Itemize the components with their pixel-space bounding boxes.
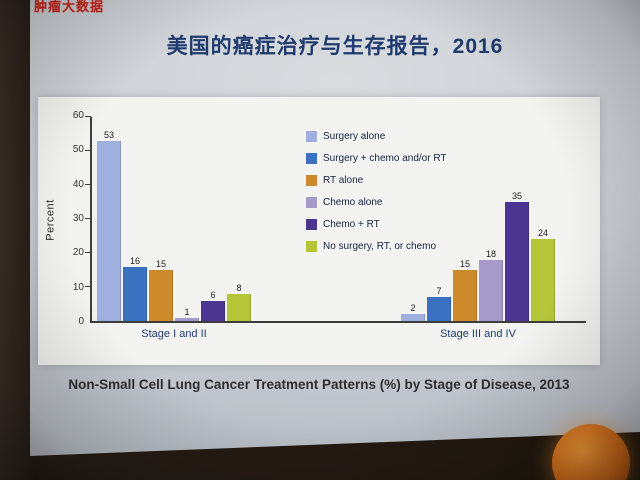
y-axis-tick-mark bbox=[85, 218, 91, 219]
bar: 1 bbox=[175, 117, 199, 321]
y-axis-tick-label: 60 bbox=[72, 110, 84, 121]
y-axis-tick-label: 30 bbox=[72, 213, 84, 224]
bar-rect bbox=[201, 301, 225, 321]
bar-value-label: 18 bbox=[485, 248, 496, 259]
bar-value-label: 2 bbox=[410, 303, 416, 314]
bar-rect bbox=[505, 202, 529, 321]
y-axis-tick-label: 50 bbox=[72, 144, 84, 156]
legend-label: Surgery alone bbox=[323, 130, 386, 142]
bar-value-label: 15 bbox=[155, 259, 166, 269]
bar: 16 bbox=[123, 117, 147, 321]
legend-swatch bbox=[306, 241, 317, 252]
bar: 7 bbox=[427, 117, 451, 321]
bar-rect bbox=[175, 318, 199, 321]
bar-value-label: 53 bbox=[103, 129, 114, 140]
legend-item: Surgery + chemo and/or RT bbox=[306, 153, 447, 164]
chart-panel: Percent 0 10 20 30 40 50 60 53 16 15 1 6 8 Stage I a… bbox=[38, 97, 600, 365]
bar-value-label: 24 bbox=[537, 228, 548, 239]
slide: 肿瘤大数据 美国的癌症治疗与生存报告，2016 Percent 0 10 20 30 4… bbox=[30, 0, 640, 456]
legend: Surgery alone Surgery + chemo and/or RT RT… bbox=[306, 131, 447, 252]
legend-label: Chemo alone bbox=[323, 196, 383, 208]
bar: 6 bbox=[201, 117, 225, 321]
bar-value-label: 1 bbox=[184, 306, 190, 317]
y-axis-tick-label: 0 bbox=[78, 316, 84, 327]
bar: 15 bbox=[149, 117, 173, 321]
legend-item: No surgery, RT, or chemo bbox=[306, 241, 447, 252]
bar-rect bbox=[479, 260, 503, 321]
y-axis-tick-label: 20 bbox=[72, 247, 84, 259]
bar-value-label: 35 bbox=[511, 191, 522, 201]
bar-value-label: 6 bbox=[210, 289, 216, 300]
x-axis-category-label: Stage I and II bbox=[141, 328, 207, 340]
bar-value-label: 7 bbox=[436, 286, 442, 297]
bar-value-label: 15 bbox=[459, 259, 470, 269]
legend-label: RT alone bbox=[323, 174, 364, 186]
bar-value-label: 8 bbox=[236, 282, 242, 293]
bar: 2 bbox=[401, 117, 425, 321]
y-axis-tick-label: 10 bbox=[72, 281, 84, 293]
legend-label: Chemo + RT bbox=[323, 218, 380, 230]
y-axis-tick-mark bbox=[85, 150, 91, 151]
bar-rect bbox=[123, 267, 147, 321]
y-axis-tick-mark bbox=[85, 116, 91, 117]
y-axis-tick-label: 40 bbox=[72, 178, 84, 190]
legend-swatch bbox=[306, 175, 317, 186]
legend-swatch bbox=[306, 153, 317, 164]
bar: 18 bbox=[479, 117, 503, 321]
x-axis-category-label: Stage III and IV bbox=[440, 328, 516, 340]
legend-swatch bbox=[306, 219, 317, 230]
bar-rect bbox=[427, 297, 451, 321]
legend-swatch bbox=[306, 131, 317, 142]
legend-swatch bbox=[306, 197, 317, 208]
bar: 35 bbox=[505, 117, 529, 321]
legend-label: Surgery + chemo and/or RT bbox=[323, 152, 447, 164]
bar-rect bbox=[97, 141, 121, 321]
bar: 15 bbox=[453, 117, 477, 321]
chart-caption: Non-Small Cell Lung Cancer Treatment Pat… bbox=[68, 377, 570, 392]
legend-label: No surgery, RT, or chemo bbox=[323, 240, 437, 252]
legend-item: Surgery alone bbox=[306, 131, 447, 142]
bar-rect bbox=[227, 294, 251, 321]
bar-rect bbox=[149, 270, 173, 321]
bar-rect bbox=[531, 239, 555, 321]
y-axis-tick-mark bbox=[85, 184, 91, 185]
orange-light-artifact bbox=[552, 424, 630, 480]
bar-value-label: 16 bbox=[129, 255, 140, 266]
y-axis-tick-labels: 0 10 20 30 40 50 60 bbox=[50, 117, 84, 323]
bar-groups: 53 16 15 1 6 8 Stage I and II 2 7 15 18 35 24 Stage I… bbox=[92, 117, 586, 321]
bar-group-1: 53 16 15 1 6 8 Stage I and II bbox=[96, 117, 252, 321]
bar-rect bbox=[453, 270, 477, 321]
bar-group-2: 2 7 15 18 35 24 Stage III and IV bbox=[400, 117, 556, 321]
slide-title: 美国的癌症治疗与生存报告，2016 bbox=[166, 35, 504, 58]
plot-area: 53 16 15 1 6 8 Stage I and II 2 7 15 18 35 24 Stage I… bbox=[90, 117, 586, 323]
legend-item: Chemo alone bbox=[306, 197, 447, 208]
bar: 53 bbox=[97, 117, 121, 321]
bar-rect bbox=[401, 314, 425, 321]
bar: 24 bbox=[531, 117, 555, 321]
y-axis-tick-mark bbox=[85, 286, 91, 287]
bar: 8 bbox=[227, 117, 251, 321]
y-axis-tick-mark bbox=[85, 252, 91, 253]
legend-item: RT alone bbox=[306, 175, 447, 186]
legend-item: Chemo + RT bbox=[306, 219, 447, 230]
watermark-text: 肿瘤大数据 bbox=[34, 0, 105, 14]
